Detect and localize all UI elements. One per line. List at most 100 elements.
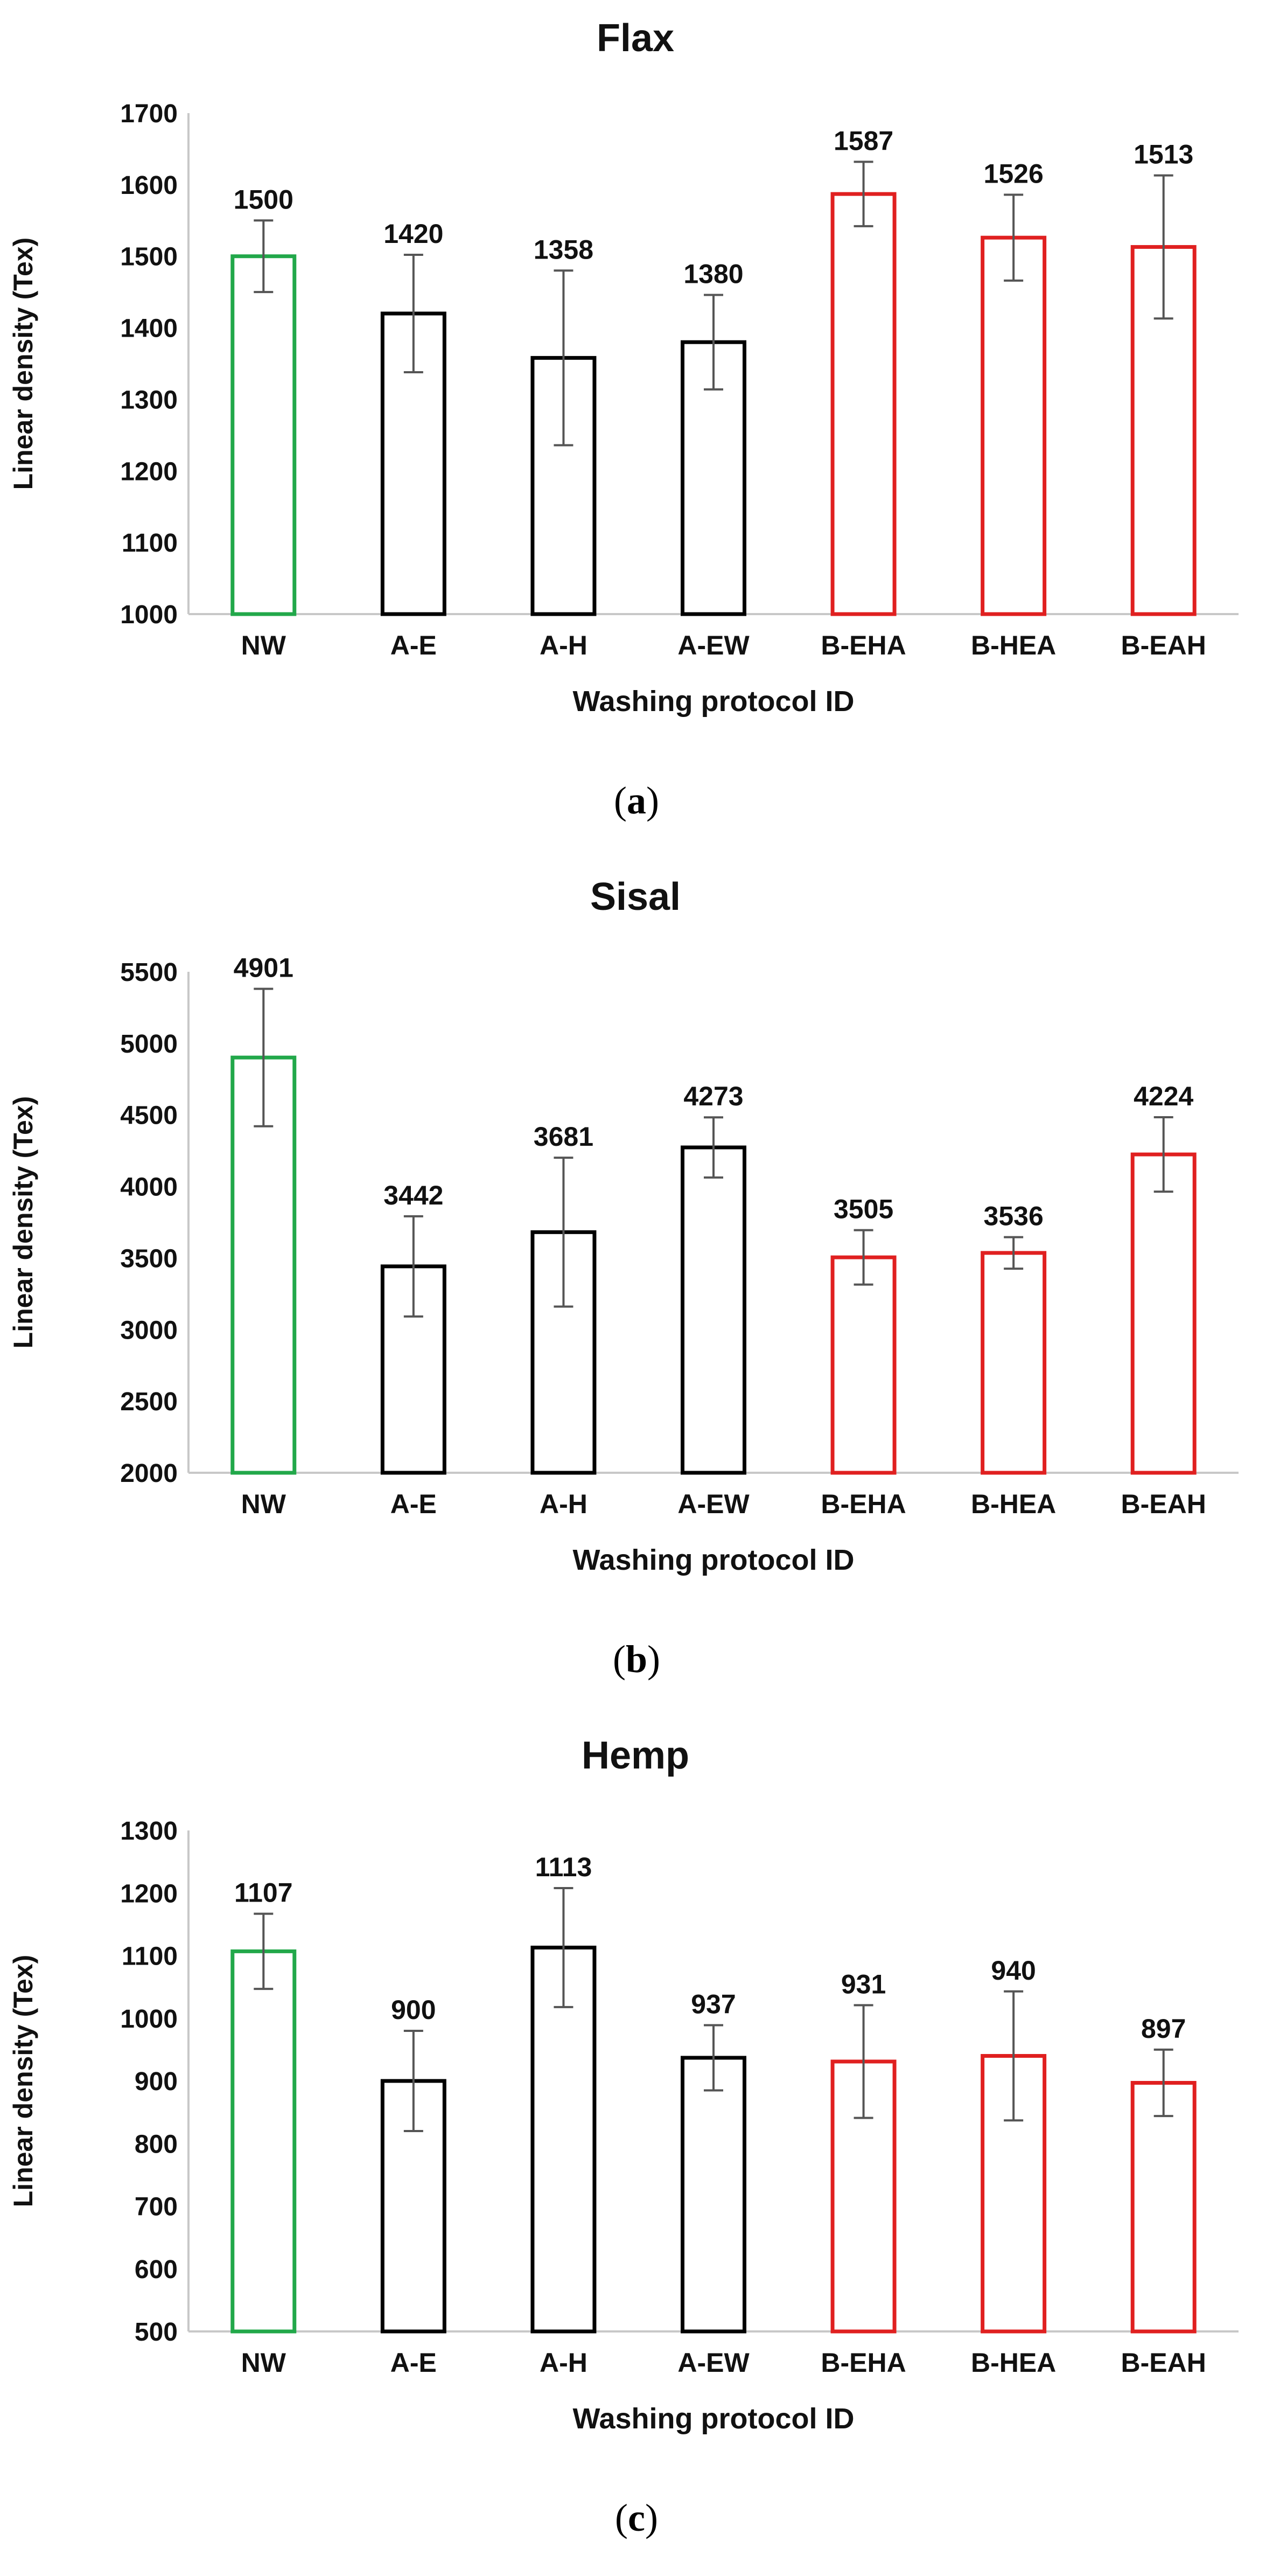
data-label-B-EAH: 4224 bbox=[1134, 1081, 1193, 1111]
y-tick-label: 1000 bbox=[120, 601, 178, 629]
caption-close: ) bbox=[646, 779, 659, 822]
x-axis-label: Washing protocol ID bbox=[573, 1544, 855, 1576]
y-tick-label: 1300 bbox=[120, 386, 178, 414]
data-label-A-E: 3442 bbox=[383, 1180, 443, 1210]
y-tick-label: 1100 bbox=[122, 1943, 178, 1971]
x-tick-label-A-H: A-H bbox=[540, 1489, 587, 1519]
caption-letter: b bbox=[625, 1638, 648, 1681]
bar-NW bbox=[230, 1949, 297, 2334]
data-label-B-HEA: 3536 bbox=[984, 1201, 1044, 1231]
y-tick-label: 1300 bbox=[120, 1817, 178, 1846]
bar-B-EAH bbox=[1130, 1152, 1197, 1475]
chart-title: Flax bbox=[597, 17, 674, 60]
data-label-A-EW: 4273 bbox=[683, 1081, 743, 1111]
chart-flax: Flax 1000 1100 1200 1300 1400 1500 1600 1700 Line… bbox=[8, 17, 1239, 718]
data-label-B-HEA: 940 bbox=[991, 1955, 1036, 1986]
data-label-B-HEA: 1526 bbox=[984, 158, 1044, 189]
bar-A-EW bbox=[681, 2056, 746, 2334]
data-label-A-EW: 1380 bbox=[683, 259, 743, 289]
y-tick-label: 900 bbox=[135, 2067, 178, 2096]
x-tick-label-B-HEA: B-HEA bbox=[971, 2348, 1056, 2378]
data-label-A-EW: 937 bbox=[691, 1989, 736, 2020]
x-tick-label-A-E: A-E bbox=[390, 2348, 437, 2378]
bar-B-EAH bbox=[1130, 2080, 1197, 2334]
data-label-NW: 4901 bbox=[234, 953, 293, 983]
x-tick-label-B-EAH: B-EAH bbox=[1121, 630, 1206, 660]
data-label-B-EHA: 931 bbox=[841, 1969, 886, 1999]
x-axis-label: Washing protocol ID bbox=[573, 685, 855, 718]
chart-title: Hemp bbox=[582, 1734, 689, 1777]
y-tick-label: 600 bbox=[135, 2255, 178, 2284]
y-tick-label: 1700 bbox=[120, 100, 178, 128]
x-tick-label-NW: NW bbox=[241, 2348, 286, 2378]
data-label-A-H: 1358 bbox=[534, 234, 593, 264]
bar-B-HEA bbox=[981, 235, 1047, 616]
caption-a: (a) bbox=[0, 778, 1273, 823]
y-tick-label: 5500 bbox=[120, 958, 178, 987]
y-tick-label: 700 bbox=[135, 2193, 178, 2222]
data-label-A-E: 900 bbox=[391, 1995, 436, 2025]
bar-B-EHA bbox=[830, 1255, 897, 1475]
bar-B-HEA bbox=[981, 1251, 1047, 1475]
caption-c: (c) bbox=[0, 2496, 1273, 2540]
caption-b: (b) bbox=[0, 1637, 1273, 1682]
chart-sisal: Sisal 2000 2500 3000 3500 4000 4500 5000 5500 Lin… bbox=[8, 875, 1239, 1576]
x-tick-label-B-HEA: B-HEA bbox=[971, 1489, 1056, 1519]
caption-letter: c bbox=[628, 2496, 645, 2539]
data-label-B-EHA: 3505 bbox=[834, 1194, 893, 1224]
chart-title: Sisal bbox=[590, 875, 681, 918]
x-tick-label-A-H: A-H bbox=[540, 2348, 587, 2378]
bar-NW bbox=[230, 254, 297, 616]
y-tick-label: 800 bbox=[135, 2130, 178, 2159]
y-tick-label: 1100 bbox=[122, 529, 178, 558]
y-tick-label: 1500 bbox=[120, 243, 178, 271]
caption-open: ( bbox=[615, 2496, 628, 2539]
data-label-A-E: 1420 bbox=[383, 219, 443, 249]
data-label-A-H: 1113 bbox=[535, 1852, 592, 1882]
y-tick-label: 2000 bbox=[120, 1459, 178, 1488]
x-tick-label-A-E: A-E bbox=[390, 630, 437, 660]
x-tick-label-A-EW: A-EW bbox=[677, 2348, 750, 2378]
caption-open: ( bbox=[614, 779, 627, 822]
y-tick-label: 2500 bbox=[120, 1388, 178, 1416]
data-label-NW: 1500 bbox=[234, 184, 293, 214]
x-tick-label-A-E: A-E bbox=[390, 1489, 437, 1519]
data-label-B-EAH: 1513 bbox=[1134, 140, 1193, 170]
bar-B-EHA bbox=[830, 192, 897, 616]
x-tick-label-NW: NW bbox=[241, 630, 286, 660]
y-tick-label: 3000 bbox=[120, 1316, 178, 1345]
x-tick-label-B-HEA: B-HEA bbox=[971, 630, 1056, 660]
x-tick-label-A-H: A-H bbox=[540, 630, 587, 660]
caption-close: ) bbox=[645, 2496, 658, 2539]
x-tick-label-B-EHA: B-EHA bbox=[821, 1489, 906, 1519]
data-label-B-EAH: 897 bbox=[1141, 2014, 1186, 2044]
x-tick-label-A-EW: A-EW bbox=[677, 630, 750, 660]
caption-letter: a bbox=[627, 779, 646, 822]
chart-panel-sisal: Sisal 2000 2500 3000 3500 4000 4500 5000 5500 Lin… bbox=[0, 859, 1273, 1717]
chart-hemp: Hemp 500 600 700 800 900 1000 1100 1200 1300 Linea… bbox=[8, 1734, 1239, 2435]
x-axis-label: Washing protocol ID bbox=[573, 2403, 855, 2435]
data-label-NW: 1107 bbox=[234, 1878, 292, 1908]
y-tick-label: 1400 bbox=[120, 315, 178, 343]
y-tick-label: 4000 bbox=[120, 1173, 178, 1202]
x-tick-label-A-EW: A-EW bbox=[677, 1489, 750, 1519]
x-tick-label-B-EAH: B-EAH bbox=[1121, 2348, 1206, 2378]
y-tick-label: 1200 bbox=[120, 1879, 178, 1908]
x-tick-label-B-EAH: B-EAH bbox=[1121, 1489, 1206, 1519]
data-label-A-H: 3681 bbox=[534, 1122, 593, 1152]
y-axis-label: Linear density (Tex) bbox=[8, 1955, 38, 2208]
y-tick-label: 4500 bbox=[120, 1102, 178, 1130]
y-tick-label: 3500 bbox=[120, 1244, 178, 1273]
data-label-B-EHA: 1587 bbox=[834, 126, 893, 156]
y-tick-label: 500 bbox=[135, 2318, 178, 2347]
y-tick-label: 1200 bbox=[120, 457, 178, 486]
x-tick-label-B-EHA: B-EHA bbox=[821, 630, 906, 660]
x-tick-label-NW: NW bbox=[241, 1489, 286, 1519]
chart-panel-flax: Flax 1000 1100 1200 1300 1400 1500 1600 1700 Line… bbox=[0, 0, 1273, 859]
x-tick-label-B-EHA: B-EHA bbox=[821, 2348, 906, 2378]
y-tick-label: 5000 bbox=[120, 1030, 178, 1059]
caption-close: ) bbox=[647, 1638, 660, 1681]
y-tick-label: 1600 bbox=[120, 171, 178, 200]
y-tick-label: 1000 bbox=[120, 2005, 178, 2034]
caption-open: ( bbox=[612, 1638, 626, 1681]
